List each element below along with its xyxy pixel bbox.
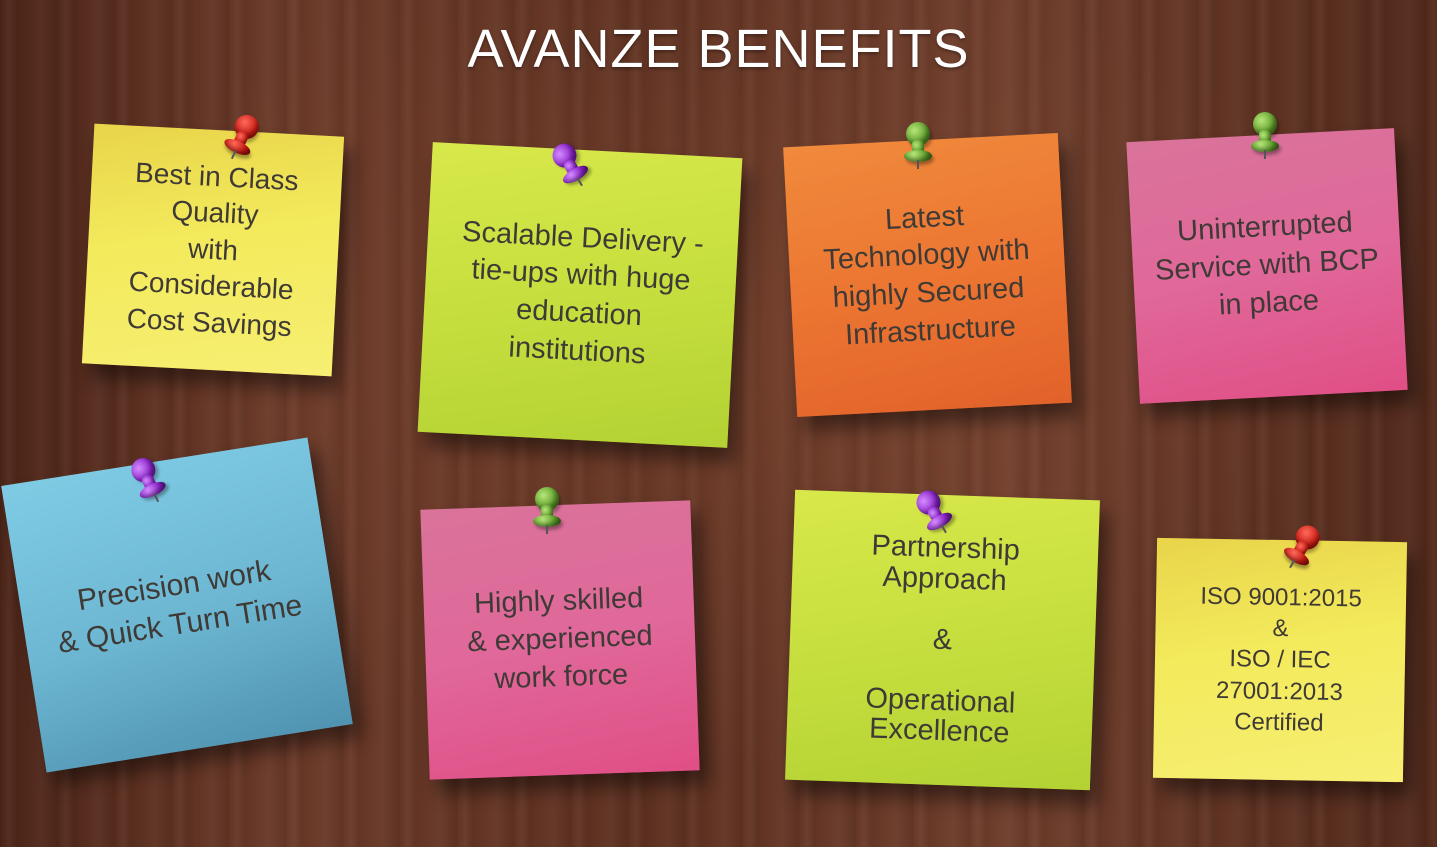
- note-text: Best in Class Quality with Considerable …: [126, 156, 300, 342]
- note-text: Latest Technology with highly Secured In…: [822, 199, 1031, 352]
- green-pushpin-icon: [898, 120, 938, 170]
- green-pushpin-icon: [1245, 110, 1285, 160]
- green-pushpin-icon: [527, 485, 567, 535]
- sticky-note-precision-work: Precision work & Quick Turn Time: [1, 437, 353, 773]
- note-text: Scalable Delivery - tie-ups with huge ed…: [461, 215, 705, 371]
- page-title: AVANZE BENEFITS: [467, 19, 970, 79]
- note-text: Highly skilled & experienced work force: [466, 582, 654, 696]
- sticky-note-latest-technology: Latest Technology with highly Secured In…: [783, 132, 1072, 418]
- sticky-note-highly-skilled: Highly skilled & experienced work force: [420, 500, 700, 780]
- note-text: Precision work & Quick Turn Time: [55, 554, 305, 660]
- sticky-note-uninterrupted-service: Uninterrupted Service with BCP in place: [1126, 128, 1408, 404]
- sticky-note-quality: Best in Class Quality with Considerable …: [81, 123, 345, 377]
- note-text: ISO 9001:2015 & ISO / IEC 27001:2013 Cer…: [1200, 582, 1363, 737]
- note-text: Uninterrupted Service with BCP in place: [1154, 206, 1380, 322]
- sticky-note-iso-certified: ISO 9001:2015 & ISO / IEC 27001:2013 Cer…: [1152, 537, 1408, 783]
- note-text: Partnership Approach & Operational Excel…: [864, 529, 1021, 750]
